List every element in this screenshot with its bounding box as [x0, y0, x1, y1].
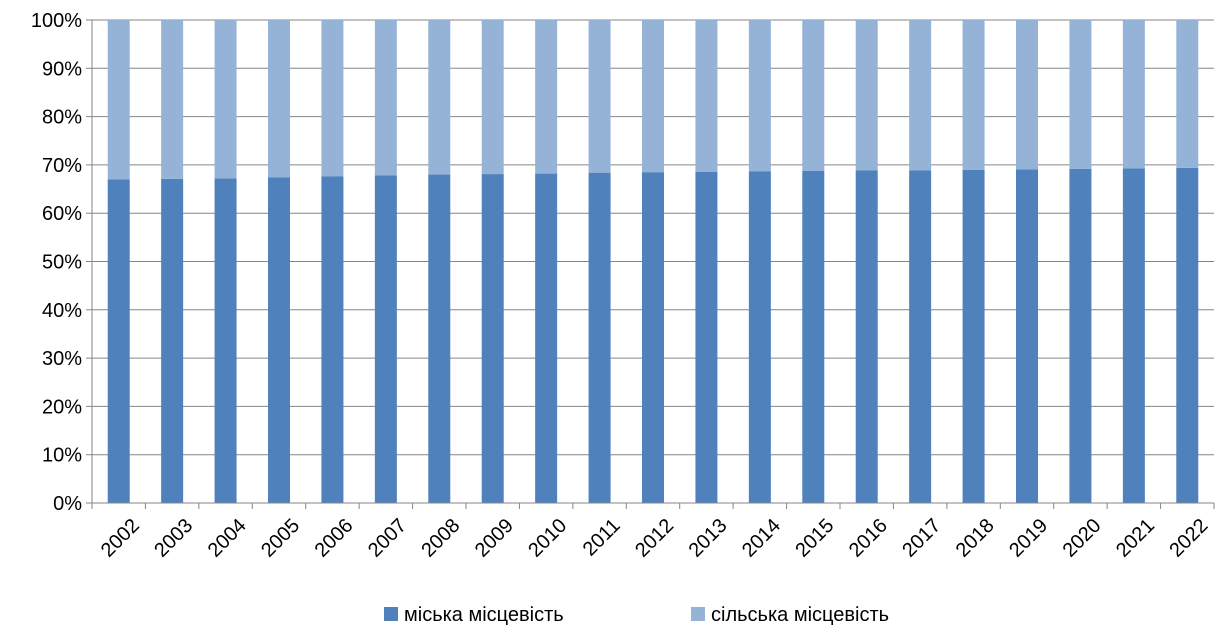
y-tick-label: 30%: [42, 348, 82, 370]
y-tick-label: 90%: [42, 58, 82, 80]
bar-rural-2004: [214, 20, 237, 179]
x-tick-label: 2007: [364, 515, 411, 562]
x-tick-label: 2012: [631, 515, 678, 562]
bar-urban-2012: [642, 172, 664, 503]
y-tick-label: 100%: [31, 10, 82, 32]
x-tick-label: 2009: [471, 515, 518, 562]
bar-urban-2016: [855, 170, 878, 503]
x-tick-label: 2021: [1112, 515, 1159, 562]
y-tick-label: 40%: [42, 300, 82, 322]
x-tick-label: 2018: [952, 515, 999, 562]
x-tick-label: 2006: [311, 515, 358, 562]
bar-urban-2006: [321, 176, 344, 504]
bar-rural-2008: [428, 20, 451, 175]
bar-rural-2021: [1122, 20, 1145, 169]
bar-urban-2020: [1069, 168, 1092, 503]
x-tick-label: 2014: [738, 515, 785, 562]
legend-label-urban: міська місцевість: [404, 604, 564, 626]
bar-rural-2013: [695, 20, 718, 172]
bar-rural-2011: [588, 20, 611, 173]
bar-rural-2012: [642, 20, 664, 173]
x-tick-label: 2004: [204, 515, 251, 562]
y-tick-label: 20%: [42, 396, 82, 418]
bar-urban-2007: [374, 175, 397, 503]
bar-urban-2019: [1016, 169, 1038, 503]
x-tick-label: 2020: [1059, 515, 1106, 562]
x-tick-label: 2003: [150, 515, 197, 562]
x-tick-label: 2010: [524, 515, 571, 562]
x-tick-label: 2015: [791, 515, 838, 562]
bar-rural-2020: [1069, 20, 1092, 169]
bar-rural-2005: [268, 20, 290, 178]
bar-rural-2015: [802, 20, 825, 171]
x-tick-label: 2002: [97, 515, 144, 562]
bar-urban-2010: [535, 173, 558, 503]
bar-urban-2013: [695, 171, 718, 503]
legend-swatch-rural: [691, 607, 705, 621]
x-tick-label: 2013: [685, 515, 732, 562]
y-tick-label: 80%: [42, 107, 82, 129]
x-tick-label: 2016: [845, 515, 892, 562]
legend: міська місцевість сільська місцевість: [384, 604, 889, 626]
bar-urban-2022: [1176, 167, 1199, 504]
y-tick-label: 10%: [42, 445, 82, 467]
y-tick-label: 0%: [53, 493, 82, 515]
bar-rural-2009: [481, 20, 504, 175]
y-tick-label: 60%: [42, 203, 82, 225]
legend-label-rural: сільська місцевість: [711, 604, 889, 626]
bar-rural-2017: [909, 20, 932, 171]
x-tick-label: 2011: [579, 515, 625, 561]
bars: [107, 20, 1199, 504]
bar-rural-2010: [535, 20, 558, 174]
bar-urban-2005: [268, 177, 290, 503]
bar-urban-2003: [161, 178, 184, 503]
bar-urban-2004: [214, 178, 237, 504]
bar-rural-2022: [1176, 20, 1199, 168]
bar-urban-2014: [748, 171, 771, 503]
bar-rural-2003: [161, 20, 184, 179]
x-tick-label: 2008: [417, 515, 464, 562]
x-tick-label: 2019: [1005, 515, 1052, 562]
bar-rural-2014: [748, 20, 771, 172]
bar-urban-2008: [428, 174, 451, 503]
bar-urban-2021: [1122, 168, 1145, 503]
bar-rural-2018: [962, 20, 985, 170]
bar-rural-2016: [855, 20, 878, 171]
bar-urban-2018: [962, 169, 985, 504]
x-tick-label: 2005: [257, 515, 304, 562]
y-tick-label: 50%: [42, 252, 82, 274]
x-tick-label: 2022: [1165, 515, 1212, 562]
bar-urban-2017: [909, 170, 932, 503]
x-tick-label: 2017: [898, 515, 945, 562]
bar-rural-2007: [374, 20, 397, 176]
bar-urban-2009: [481, 174, 504, 503]
bar-rural-2002: [107, 20, 130, 180]
bar-urban-2015: [802, 170, 825, 503]
bar-urban-2002: [107, 179, 130, 503]
bar-rural-2006: [321, 20, 344, 177]
bar-rural-2019: [1016, 20, 1038, 170]
y-tick-label: 70%: [42, 155, 82, 177]
bar-urban-2011: [588, 172, 611, 503]
legend-swatch-urban: [384, 607, 398, 621]
